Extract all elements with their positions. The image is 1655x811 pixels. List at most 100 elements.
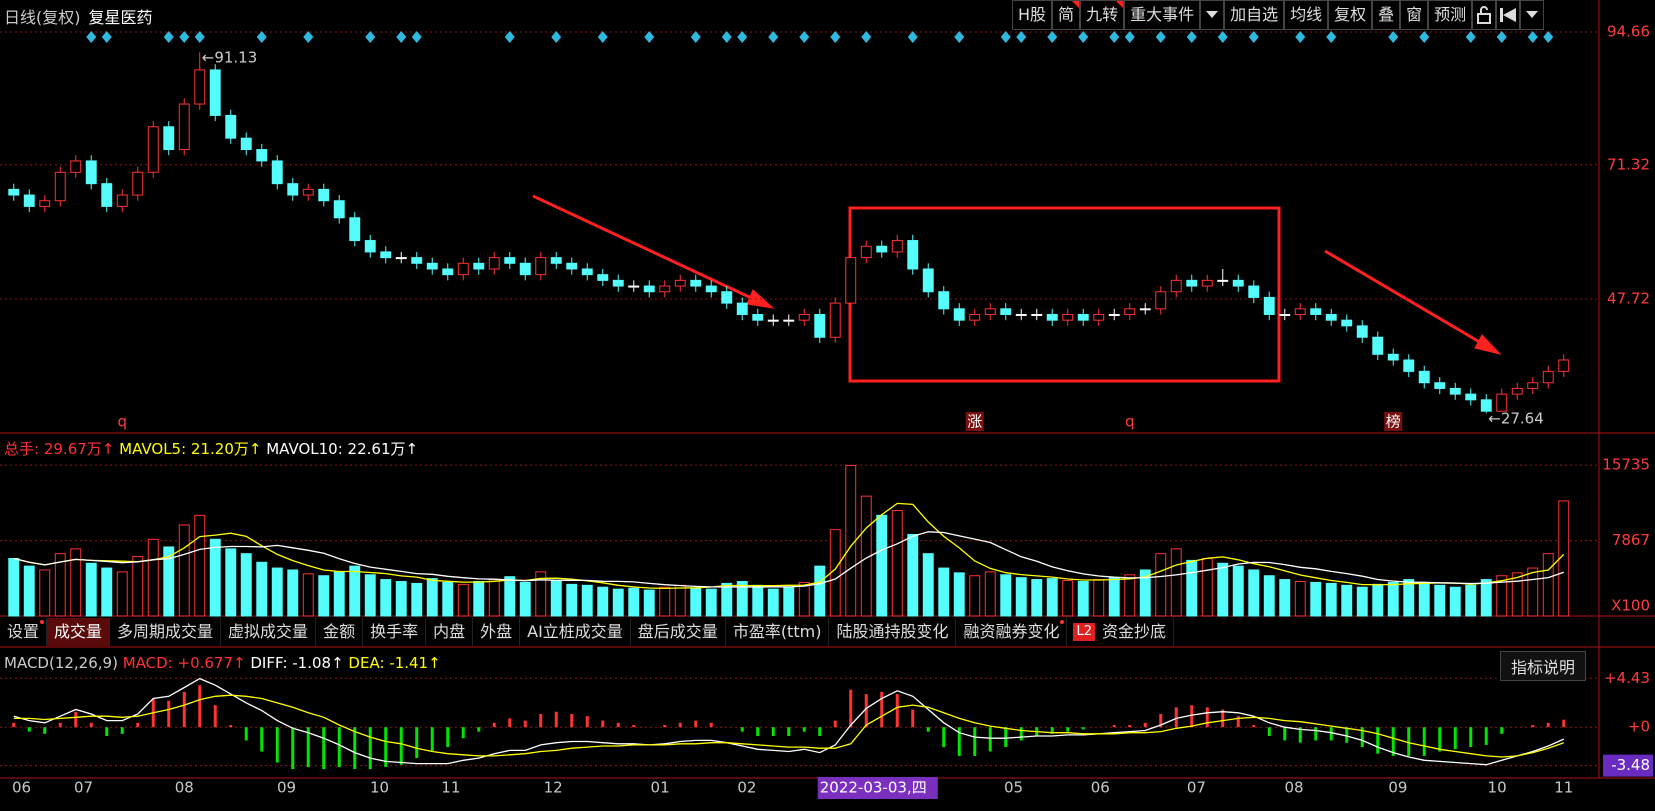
menu-button[interactable] xyxy=(1520,0,1545,30)
button[interactable]: H股 xyxy=(1012,0,1053,30)
indicator-help-button[interactable]: 指标说明 xyxy=(1500,651,1587,681)
period[interactable]: 日线(复权) xyxy=(4,8,81,27)
tab[interactable]: 多周期成交量 xyxy=(110,618,222,646)
volume-bar xyxy=(969,575,981,617)
volume-bar xyxy=(1124,574,1136,617)
volume-bar xyxy=(178,524,190,617)
button[interactable]: 预测 xyxy=(1428,0,1473,30)
legend-text: MAVOL10 xyxy=(266,440,338,458)
legend-sep: ↑ xyxy=(331,654,348,672)
signal-marker xyxy=(1217,31,1228,43)
unit-label: X100 xyxy=(1611,597,1650,615)
volume-bar xyxy=(333,571,345,617)
signal-marker xyxy=(179,31,190,43)
signal-marker xyxy=(1388,31,1399,43)
candle-body xyxy=(519,262,531,276)
candle-body xyxy=(922,268,934,293)
volume-bar xyxy=(1108,577,1120,617)
tab[interactable]: 虚拟成交量 xyxy=(221,618,317,646)
legend-text: DEA xyxy=(348,654,380,672)
button[interactable]: 简 xyxy=(1052,0,1081,30)
candle-body xyxy=(1155,291,1167,310)
signal-marker xyxy=(830,31,841,43)
lock-button[interactable] xyxy=(1472,0,1497,30)
legend-text: -1.41 xyxy=(389,654,428,672)
volume-bar xyxy=(783,586,795,617)
candle-body xyxy=(736,302,748,315)
legend: 总手: 29.67万↑ MAVOL5: 21.20万↑ MAVOL10: 22.… xyxy=(4,440,418,458)
volume-bar xyxy=(550,580,562,617)
tab[interactable]: 资金抄底 xyxy=(1095,618,1174,646)
legend-sep: : xyxy=(34,440,44,458)
button[interactable]: 加自选 xyxy=(1224,0,1285,30)
volume-bar xyxy=(1170,548,1182,617)
candle-body xyxy=(271,160,283,185)
button[interactable]: 九转 xyxy=(1080,0,1125,30)
volume-bar xyxy=(535,571,547,617)
tab[interactable]: 盘后成交量 xyxy=(631,618,726,646)
candle-body xyxy=(1418,370,1430,384)
candle-body xyxy=(225,114,237,139)
volume-bar xyxy=(240,553,252,617)
candle-body xyxy=(659,285,671,293)
signal-marker xyxy=(256,31,267,43)
candle-body xyxy=(814,313,826,338)
candle-body xyxy=(690,279,702,287)
candle-body xyxy=(1124,308,1136,315)
candle-body xyxy=(395,257,407,260)
candle-body xyxy=(1372,336,1384,355)
volume-bar xyxy=(1418,582,1430,617)
signal-marker xyxy=(1109,31,1120,43)
tab[interactable]: 换手率 xyxy=(363,618,427,646)
candle-body xyxy=(1449,387,1461,395)
x-tick-label: 10 xyxy=(1488,779,1507,797)
tab[interactable]: 外盘 xyxy=(473,618,521,646)
candle-body xyxy=(302,188,314,196)
first-button[interactable] xyxy=(1496,0,1521,30)
button[interactable]: 均线 xyxy=(1284,0,1329,30)
button[interactable]: 窗 xyxy=(1400,0,1429,30)
candle-body xyxy=(798,313,810,321)
signal-marker xyxy=(194,31,205,43)
tab[interactable]: 金额 xyxy=(316,618,364,646)
signal-marker xyxy=(1326,31,1337,43)
dropdown-button[interactable] xyxy=(1200,0,1225,30)
button[interactable]: 重大事件 xyxy=(1124,0,1201,30)
signal-label: q xyxy=(117,413,127,431)
candle-body xyxy=(628,285,640,288)
signal-marker xyxy=(1527,31,1538,43)
tab[interactable]: 陆股通持股变化 xyxy=(829,618,957,646)
tab[interactable]: 设置 xyxy=(0,618,48,646)
signal-marker xyxy=(504,31,515,43)
candle-body xyxy=(1310,308,1322,315)
tab[interactable]: AI立桩成交量 xyxy=(520,618,631,646)
candle-body xyxy=(39,200,51,207)
volume-bar xyxy=(705,588,717,617)
tab[interactable]: 成交量 xyxy=(47,618,111,646)
tab[interactable]: 内盘 xyxy=(426,618,474,646)
ma-line xyxy=(13,531,1565,588)
tab[interactable]: 市盈率(ttm) xyxy=(726,618,830,646)
candle-body xyxy=(969,313,981,321)
y-tick-label: +0 xyxy=(1628,718,1650,736)
x-tick-label: 08 xyxy=(175,779,194,797)
candle-body xyxy=(70,160,82,173)
signal-marker xyxy=(411,31,422,43)
volume-bar xyxy=(271,567,283,617)
signal-marker xyxy=(1419,31,1430,43)
candle-body xyxy=(1217,279,1229,282)
candle-body xyxy=(240,137,252,151)
button[interactable]: 复权 xyxy=(1328,0,1373,30)
volume-bar xyxy=(364,574,376,617)
signal-marker xyxy=(1047,31,1058,43)
candle-body xyxy=(752,313,764,321)
candle-body xyxy=(1527,382,1539,389)
volume-bar xyxy=(488,579,500,617)
volume-bar xyxy=(752,584,764,617)
button[interactable]: 叠 xyxy=(1372,0,1401,30)
y-tick-label: 94.66 xyxy=(1607,23,1650,41)
legend-text: 总手 xyxy=(4,440,34,458)
x-tick-label: 07 xyxy=(1187,779,1206,797)
candle-body xyxy=(891,240,903,253)
tab[interactable]: 融资融券变化 xyxy=(956,618,1068,646)
